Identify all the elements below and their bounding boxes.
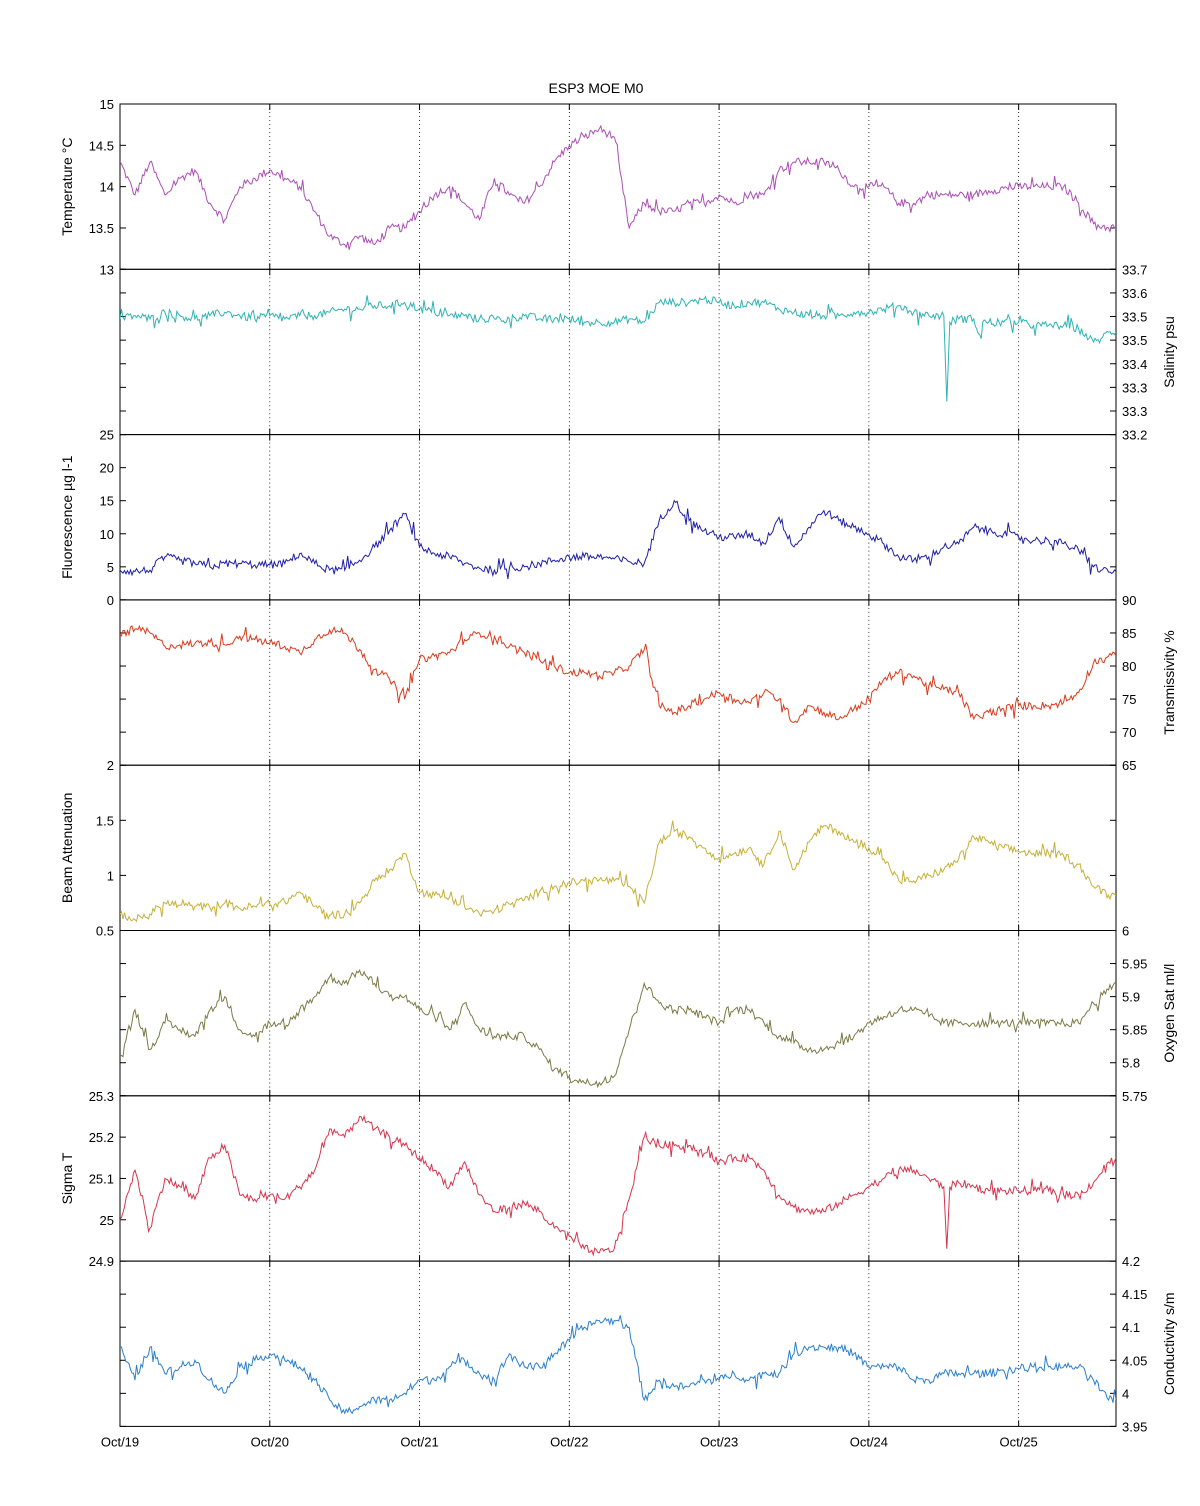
panel-oxygen-sat: 5.75 5.8 5.85 5.9 5.95 6 Oxygen Sat ml/l xyxy=(119,924,1177,1104)
y-tick-label-sigma-t: 25 xyxy=(100,1213,114,1228)
series-line-sigma-t xyxy=(120,1114,1116,1257)
y-tick-label-salinity: 33.3 xyxy=(1122,380,1147,395)
y-tick-label-temperature: 13.5 xyxy=(89,221,114,236)
y-tick-label-conductivity: 4.1 xyxy=(1122,1320,1140,1335)
y-tick-label-temperature: 15 xyxy=(100,97,114,112)
y-axis-label-transmissivity: Transmissivity % xyxy=(1161,630,1177,735)
y-tick-label-salinity: 33.4 xyxy=(1122,357,1147,372)
y-axis-label-conductivity: Conductivity s/m xyxy=(1161,1292,1177,1395)
y-axis-label-oxygen-sat: Oxygen Sat ml/l xyxy=(1161,964,1177,1063)
y-tick-label-temperature: 14.5 xyxy=(89,138,114,153)
y-tick-label-oxygen-sat: 5.9 xyxy=(1122,990,1140,1005)
y-tick-label-oxygen-sat: 6 xyxy=(1122,924,1129,939)
y-tick-label-oxygen-sat: 5.8 xyxy=(1122,1056,1140,1071)
y-tick-label-conductivity: 3.95 xyxy=(1122,1419,1147,1434)
panel-temperature: 13 13.5 14 14.5 15 Temperature °C xyxy=(59,97,1117,277)
y-tick-label-transmissivity: 70 xyxy=(1122,725,1136,740)
panel-transmissivity: 65 70 75 80 85 90 Transmissivity % xyxy=(119,593,1177,773)
y-tick-label-sigma-t: 25.1 xyxy=(89,1171,114,1186)
y-tick-label-transmissivity: 75 xyxy=(1122,692,1136,707)
y-tick-label-fluorescence: 20 xyxy=(100,461,114,476)
y-tick-label-transmissivity: 65 xyxy=(1122,758,1136,773)
panel-fluorescence: 0 5 10 15 20 25 Fluorescence µg l-1 xyxy=(59,428,1117,608)
y-tick-label-fluorescence: 5 xyxy=(107,560,114,575)
y-tick-label-salinity: 33.3 xyxy=(1122,404,1147,419)
y-axis-label-sigma-t: Sigma T xyxy=(59,1152,75,1204)
y-tick-label-fluorescence: 25 xyxy=(100,428,114,443)
y-tick-label-salinity: 33.6 xyxy=(1122,286,1147,301)
y-tick-label-fluorescence: 15 xyxy=(100,494,114,509)
y-tick-label-salinity: 33.7 xyxy=(1122,262,1147,277)
series-line-oxygen-sat xyxy=(120,969,1116,1089)
panel-sigma-t: 24.9 25 25.1 25.2 25.3 Sigma T xyxy=(59,1089,1117,1269)
series-line-temperature xyxy=(120,124,1116,250)
y-tick-label-salinity: 33.5 xyxy=(1122,310,1147,325)
y-tick-label-temperature: 13 xyxy=(100,262,114,277)
x-tick-label: Oct/21 xyxy=(400,1434,438,1449)
y-tick-label-salinity: 33.5 xyxy=(1122,333,1147,348)
x-tick-label: Oct/20 xyxy=(251,1434,289,1449)
y-axis-label-beam-attenuation: Beam Attenuation xyxy=(59,793,75,904)
panel-frame-conductivity xyxy=(119,1260,1117,1427)
y-tick-label-sigma-t: 24.9 xyxy=(89,1254,114,1269)
x-tick-label: Oct/25 xyxy=(999,1434,1037,1449)
y-tick-label-fluorescence: 10 xyxy=(100,527,114,542)
panel-beam-attenuation: 0.5 1 1.5 2 Beam Attenuation xyxy=(59,758,1117,939)
y-tick-label-sigma-t: 25.3 xyxy=(89,1089,114,1104)
y-axis-label-salinity: Salinity psu xyxy=(1161,316,1177,388)
y-tick-label-transmissivity: 80 xyxy=(1122,659,1136,674)
y-tick-label-conductivity: 4.15 xyxy=(1122,1287,1147,1302)
y-axis-label-fluorescence: Fluorescence µg l-1 xyxy=(59,455,75,578)
y-tick-label-temperature: 14 xyxy=(100,180,114,195)
y-tick-label-salinity: 33.2 xyxy=(1122,428,1147,443)
x-tick-label: Oct/24 xyxy=(850,1434,888,1449)
series-line-beam-attenuation xyxy=(120,820,1116,923)
y-tick-label-oxygen-sat: 5.85 xyxy=(1122,1023,1147,1038)
y-tick-label-transmissivity: 85 xyxy=(1122,626,1136,641)
y-tick-label-transmissivity: 90 xyxy=(1122,593,1136,608)
chart-title: ESP3 MOE M0 xyxy=(549,80,644,96)
y-tick-label-beam-attenuation: 0.5 xyxy=(96,924,114,939)
y-tick-label-oxygen-sat: 5.75 xyxy=(1122,1089,1147,1104)
series-line-conductivity xyxy=(120,1315,1116,1415)
y-tick-label-beam-attenuation: 1.5 xyxy=(96,813,114,828)
y-tick-label-conductivity: 4.2 xyxy=(1122,1254,1140,1269)
series-line-fluorescence xyxy=(120,499,1116,580)
y-axis-label-temperature: Temperature °C xyxy=(59,138,75,236)
series-line-salinity xyxy=(120,295,1116,402)
y-tick-label-sigma-t: 25.2 xyxy=(89,1130,114,1145)
x-tick-label: Oct/22 xyxy=(550,1434,588,1449)
x-axis-tick-labels: Oct/19 Oct/20 Oct/21 Oct/22 Oct/23 Oct/24 Oct/… xyxy=(101,1434,1038,1449)
panel-salinity: 33.2 33.3 33.3 33.4 33.5 33.5 33.6 33.7 Salinity… xyxy=(119,262,1177,443)
y-tick-label-beam-attenuation: 1 xyxy=(107,868,114,883)
x-tick-label: Oct/19 xyxy=(101,1434,139,1449)
y-tick-label-conductivity: 4.05 xyxy=(1122,1353,1147,1368)
x-tick-label: Oct/23 xyxy=(700,1434,738,1449)
y-tick-label-beam-attenuation: 2 xyxy=(107,758,114,773)
panel-conductivity: 3.95 4 4.05 4.1 4.15 4.2 Conductivity s/m xyxy=(119,1254,1177,1434)
y-tick-label-oxygen-sat: 5.95 xyxy=(1122,957,1147,972)
series-line-transmissivity xyxy=(120,624,1116,724)
y-tick-label-conductivity: 4 xyxy=(1122,1386,1129,1401)
y-tick-label-fluorescence: 0 xyxy=(107,593,114,608)
